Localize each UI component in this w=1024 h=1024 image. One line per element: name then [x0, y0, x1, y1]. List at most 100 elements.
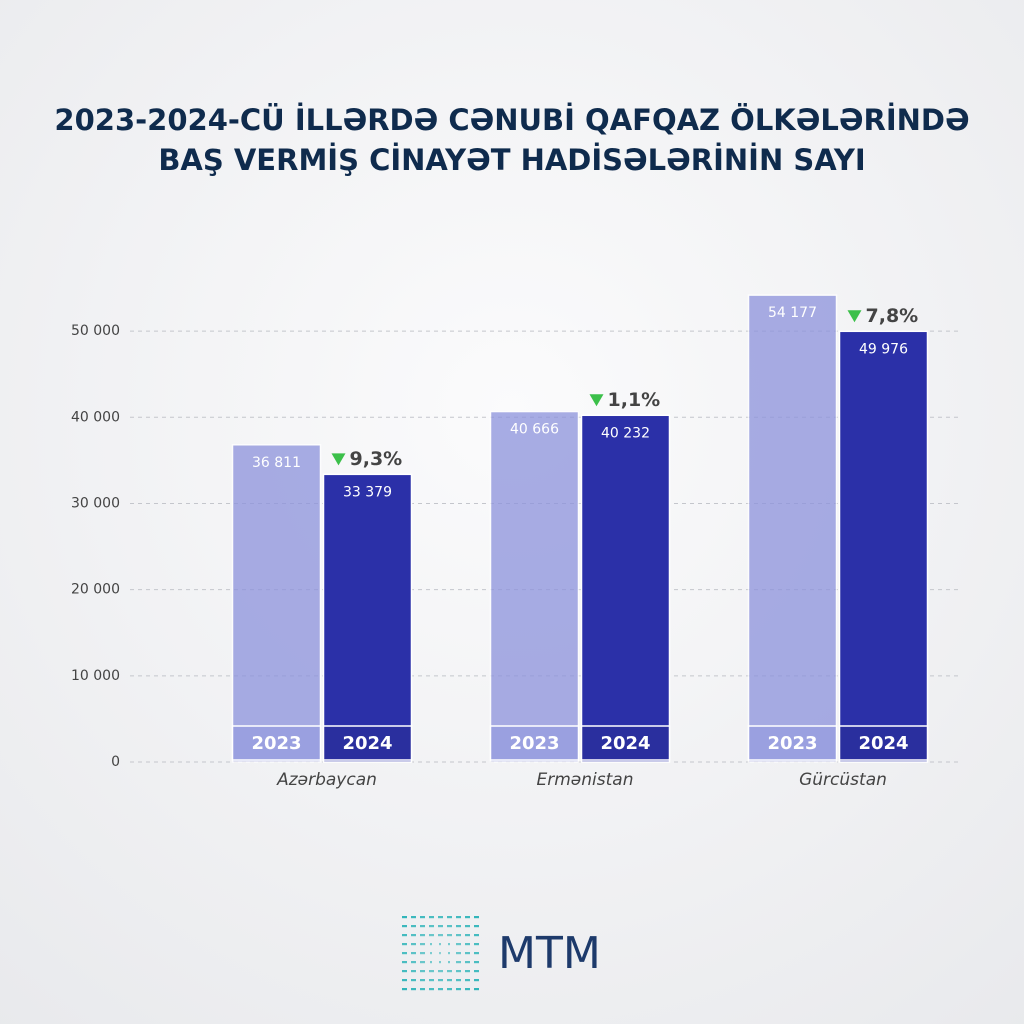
logo-dot [456, 961, 461, 964]
logo-dot [465, 916, 470, 919]
logo-dot [411, 988, 416, 991]
logo-dot [465, 952, 470, 955]
logo-dot [474, 925, 479, 928]
logo-dot [438, 988, 443, 991]
logo-dot [411, 961, 416, 964]
logo-dot [430, 952, 432, 955]
change-label: 9,3% [350, 448, 403, 470]
logo-dot [402, 943, 407, 946]
logo-dot [456, 934, 461, 937]
year-band [231, 725, 322, 761]
change-label: 1,1% [608, 389, 661, 411]
logo-dot [420, 934, 425, 937]
bar [838, 330, 929, 763]
logo-dot [456, 943, 461, 946]
logo-dot [438, 970, 443, 973]
logo-dot [420, 970, 425, 973]
logo-dot [465, 925, 470, 928]
year-band [489, 725, 580, 761]
year-band [580, 725, 671, 761]
down-arrow [331, 453, 346, 466]
x-tick-label: Ermənistan [537, 770, 634, 790]
chart-title: 2023-2024-CÜ İLLƏRDƏ CƏNUBİ QAFQAZ ÖLKƏL… [54, 103, 969, 137]
year-label: 2024 [858, 733, 908, 754]
year-label: 2024 [342, 733, 392, 754]
logo-dot [402, 934, 407, 937]
logo-dot [465, 961, 470, 964]
logo-dot [420, 952, 425, 955]
logo-dot [447, 979, 452, 982]
logo-dot [420, 925, 425, 928]
x-tick-label: Azərbaycan [276, 770, 377, 790]
year-label: 2023 [767, 733, 817, 754]
logo-dot [411, 970, 416, 973]
x-tick-label: Gürcüstan [799, 770, 887, 790]
year-label: 2023 [251, 733, 301, 754]
logo-dot [402, 952, 407, 955]
logo-dot [420, 988, 425, 991]
logo-dot [429, 916, 434, 919]
logo-dot [447, 925, 452, 928]
year-band [747, 725, 838, 761]
logo-dot [448, 961, 450, 964]
logo-dot [438, 979, 443, 982]
logo-dot [430, 943, 432, 946]
logo-dot [465, 934, 470, 937]
logo-dot [402, 970, 407, 973]
logo-dot [430, 961, 432, 964]
logo-dot [465, 970, 470, 973]
logo-dot [474, 970, 479, 973]
bar [322, 473, 413, 763]
year-label: 2024 [600, 733, 650, 754]
bar [231, 444, 322, 763]
logo-dot [474, 916, 479, 919]
logo-dot [474, 952, 479, 955]
bar [580, 414, 671, 763]
value-label: 40 232 [601, 425, 650, 441]
logo-icon [402, 916, 479, 991]
logo-dot [456, 988, 461, 991]
logo-dot [429, 970, 434, 973]
year-band [322, 725, 413, 761]
logo-dot [420, 961, 425, 964]
y-tick-label: 20 000 [71, 582, 120, 598]
logo-dot [456, 979, 461, 982]
logo-dot [420, 979, 425, 982]
down-arrow [589, 394, 604, 407]
down-arrow [847, 310, 862, 323]
bar [489, 410, 580, 763]
logo-dot [439, 952, 441, 955]
logo-dot [411, 943, 416, 946]
logo-dot [465, 979, 470, 982]
logo-dot [439, 943, 441, 946]
logo-dot [474, 943, 479, 946]
logo-dot [474, 961, 479, 964]
logo-dot [411, 925, 416, 928]
value-label: 33 379 [343, 484, 392, 500]
y-tick-label: 0 [111, 754, 120, 770]
logo-dot [429, 934, 434, 937]
logo-dot [429, 988, 434, 991]
year-band [838, 725, 929, 761]
logo-dot [438, 934, 443, 937]
logo-text: MTM [498, 928, 601, 979]
logo-dot [411, 934, 416, 937]
logo-dot [402, 979, 407, 982]
logo-dot [474, 988, 479, 991]
logo-dot [420, 943, 425, 946]
chart-title: BAŞ VERMİŞ CİNAYƏT HADİSƏLƏRİNİN SAYI [158, 143, 865, 177]
change-label: 7,8% [866, 305, 919, 327]
logo-dot [438, 925, 443, 928]
bar [747, 294, 838, 763]
logo-dot [402, 988, 407, 991]
logo-dot [411, 952, 416, 955]
logo-dot [447, 916, 452, 919]
logo-dot [420, 916, 425, 919]
logo-dot [447, 988, 452, 991]
logo-dot [402, 961, 407, 964]
y-tick-label: 50 000 [71, 323, 120, 339]
logo-dot [474, 934, 479, 937]
logo-dot [465, 943, 470, 946]
value-label: 36 811 [252, 455, 301, 471]
